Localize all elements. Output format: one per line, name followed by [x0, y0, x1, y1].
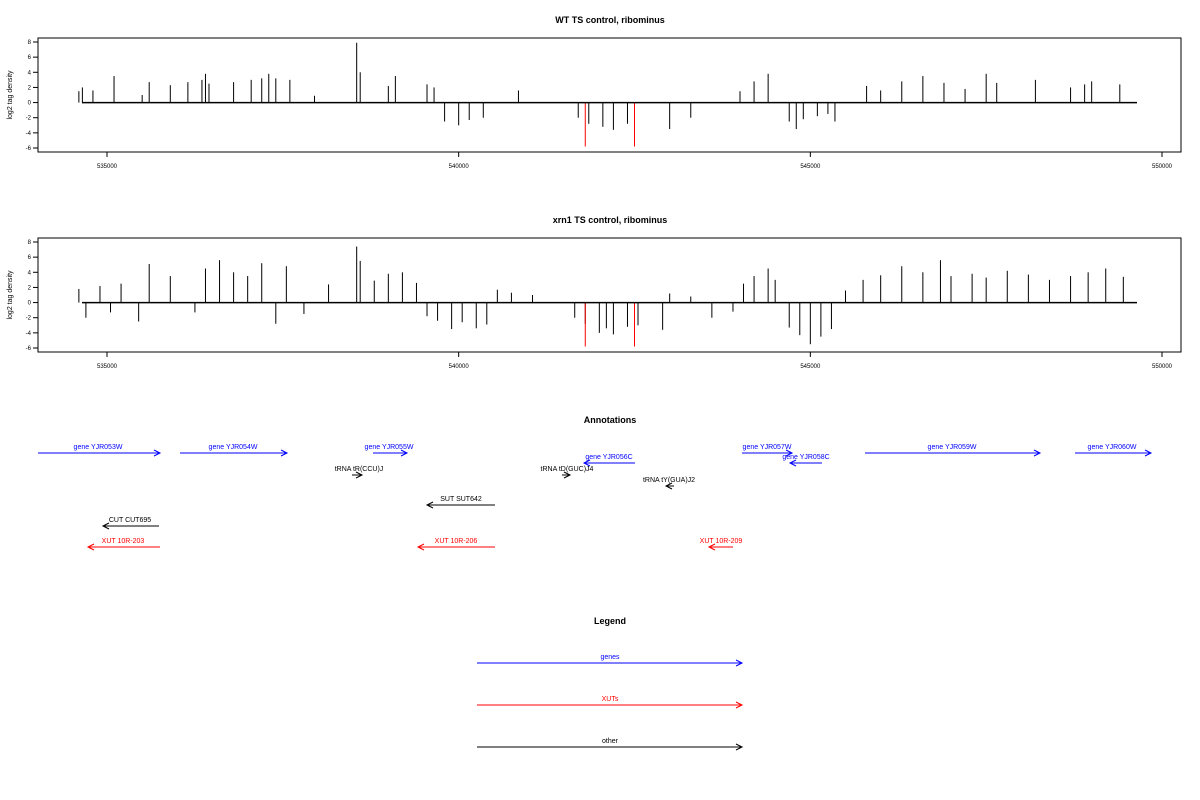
y-axis-label: log2 tag density	[7, 270, 14, 320]
legend-item-arrowhead	[735, 701, 744, 709]
y-tick-label: 2	[28, 285, 32, 291]
legend-item-arrowhead	[735, 743, 744, 751]
y-tick-label: -2	[26, 116, 32, 122]
feature-label: tRNA tR(CCU)J	[335, 466, 384, 473]
legend-title: Legend	[594, 616, 626, 626]
xut-arrowhead	[707, 543, 716, 551]
gene-arrowhead	[582, 459, 591, 467]
gene-label: gene YJR059W	[928, 444, 977, 451]
y-tick-label: -4	[26, 331, 32, 337]
y-tick-label: 6	[28, 55, 32, 61]
gene-arrowhead	[785, 449, 794, 457]
feature-label: SUT SUT642	[440, 496, 482, 503]
feature-arrowhead	[101, 522, 110, 530]
y-tick-label: 8	[28, 40, 32, 46]
gene-label: gene YJR058C	[782, 454, 829, 461]
x-tick-label: 540000	[449, 364, 470, 370]
y-tick-label: 0	[28, 101, 32, 107]
x-tick-label: 545000	[800, 164, 821, 170]
gene-arrowhead	[1144, 449, 1153, 457]
gene-arrowhead	[280, 449, 289, 457]
gene-label: gene YJR053W	[74, 444, 123, 451]
annotations-title: Annotations	[584, 415, 637, 425]
legend-item-label: XUTs	[602, 696, 619, 703]
feature-arrowhead	[563, 471, 572, 479]
gene-arrowhead	[153, 449, 162, 457]
xut-label: XUT 10R-206	[435, 538, 478, 545]
feature-label: tRNA tD(GUC)J4	[541, 466, 594, 473]
legend-item-label: genes	[600, 654, 620, 661]
y-tick-label: -6	[26, 146, 32, 152]
xut-label: XUT 10R-209	[700, 538, 743, 545]
x-tick-label: 550000	[1152, 164, 1173, 170]
annotations-track: gene YJR053W gene YJR054W gene YJR055W gene…	[38, 444, 1153, 551]
gene-arrowhead	[788, 459, 797, 467]
track-plot-wt: 8 6 4 2 0 -2 -4 -6 log2 tag density 535000 540000 5…	[7, 37, 1182, 170]
x-tick-label: 550000	[1152, 364, 1173, 370]
track-plot-xrn1: 8 6 4 2 0 -2 -4 -6 log2 tag density 535000 540000 5…	[7, 237, 1182, 370]
legend-item-label: other	[602, 738, 619, 745]
x-tick-label: 540000	[449, 164, 470, 170]
gene-label: gene YJR055W	[365, 444, 414, 451]
panel-title: xrn1 TS control, ribominus	[553, 215, 668, 225]
legend: genes XUTs other	[477, 654, 744, 751]
y-tick-label: 4	[28, 70, 32, 76]
y-tick-label: -2	[26, 316, 32, 322]
feature-arrowhead	[355, 471, 364, 479]
x-tick-label: 535000	[97, 164, 118, 170]
x-tick-label: 545000	[800, 364, 821, 370]
gene-arrowhead	[1033, 449, 1042, 457]
y-tick-label: 8	[28, 240, 32, 246]
y-tick-label: 4	[28, 270, 32, 276]
gene-arrowhead	[400, 449, 409, 457]
legend-item-arrowhead	[735, 659, 744, 667]
gene-label: gene YJR054W	[209, 444, 258, 451]
xut-arrowhead	[416, 543, 425, 551]
gene-label: gene YJR056C	[585, 454, 632, 461]
feature-label: tRNA tY(GUA)J2	[643, 477, 695, 484]
y-tick-label: -6	[26, 346, 32, 352]
feature-arrowhead	[425, 501, 434, 509]
y-tick-label: 6	[28, 255, 32, 261]
x-tick-label: 535000	[97, 364, 118, 370]
feature-label: CUT CUT695	[109, 517, 151, 524]
y-tick-label: 0	[28, 301, 32, 307]
xut-label: XUT 10R-203	[102, 538, 145, 545]
plot-frame	[37, 237, 1182, 353]
panel-title: WT TS control, ribominus	[555, 15, 665, 25]
y-tick-label: 2	[28, 85, 32, 91]
gene-label: gene YJR060W	[1088, 444, 1137, 451]
gene-label: gene YJR057W	[743, 444, 792, 451]
y-tick-label: -4	[26, 131, 32, 137]
y-axis-label: log2 tag density	[7, 70, 14, 120]
xut-arrowhead	[86, 543, 95, 551]
feature-arrowhead	[664, 482, 673, 490]
plot-frame	[37, 37, 1182, 153]
